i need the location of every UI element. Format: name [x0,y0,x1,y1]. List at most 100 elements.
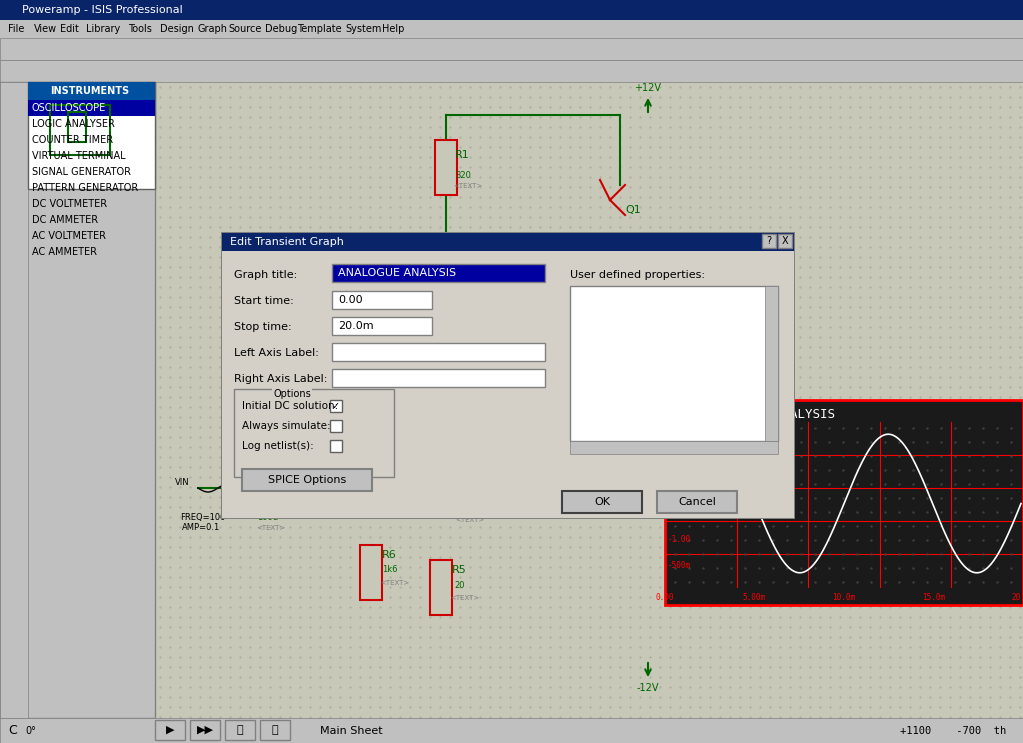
Text: 20.0m: 20.0m [1012,592,1023,602]
Bar [50,105,110,155]
Bar [155,720,185,740]
Text: 15.0m: 15.0m [922,592,945,602]
Text: ⏸: ⏸ [236,725,243,735]
Text: R6: R6 [382,550,397,560]
Text: ⏹: ⏹ [272,725,278,735]
Text: X: X [782,236,789,246]
Bar [330,420,342,432]
Bar [332,291,432,309]
Text: AC AMMETER: AC AMMETER [32,247,97,257]
Text: Graph title:: Graph title: [234,270,298,280]
Text: Library: Library [86,24,121,34]
Bar [570,441,779,454]
Bar [260,720,290,740]
Bar [155,82,1023,718]
Text: <TEXT>: <TEXT> [455,517,484,523]
Text: Main Sheet: Main Sheet [320,726,383,736]
Text: 0.00: 0.00 [338,295,362,305]
Bar [570,286,779,441]
Bar [430,560,452,615]
Bar [225,720,255,740]
Text: -1.00: -1.00 [668,536,692,545]
Text: -12V: -12V [636,683,659,693]
Text: Stop time:: Stop time: [234,322,292,332]
Bar [28,82,155,189]
Text: <TEXT>: <TEXT> [450,595,479,601]
Bar [435,140,457,195]
Text: 0.00: 0.00 [656,592,674,602]
Text: AMP=0.1: AMP=0.1 [182,523,220,532]
Bar [234,389,394,477]
Text: INSTRUMENTS: INSTRUMENTS [50,86,130,96]
Bar [665,400,1023,605]
Text: Poweramp - ISIS Professional: Poweramp - ISIS Professional [23,5,183,15]
Bar [657,491,737,513]
Bar [332,369,545,387]
Bar [242,469,372,491]
Text: Left Axis Label:: Left Axis Label: [234,348,319,358]
Text: Cancel: Cancel [678,497,716,507]
Text: 5.00m: 5.00m [743,592,766,602]
Text: SPICE Options: SPICE Options [268,475,346,485]
Text: VIN: VIN [175,478,189,487]
Text: User defined properties:: User defined properties: [570,270,705,280]
Text: Template: Template [297,24,342,34]
Text: R1: R1 [455,150,470,160]
Bar [0,60,1023,82]
Text: ?: ? [766,236,771,246]
Text: COUNTER TIMER: COUNTER TIMER [32,135,114,145]
Bar [765,286,779,441]
Bar [0,0,1023,20]
Text: Design: Design [160,24,194,34]
Text: 20.0m: 20.0m [338,321,373,331]
Text: Q1: Q1 [625,205,640,215]
Bar [68,112,86,142]
Bar [360,545,382,600]
Text: Initial DC solution:: Initial DC solution: [242,401,339,411]
Text: +1100    -700  th: +1100 -700 th [900,726,1007,736]
Text: GUE ANALYSIS: GUE ANALYSIS [746,407,836,421]
Text: File: File [8,24,25,34]
Bar [330,440,342,452]
Bar [562,491,642,513]
Text: -1.50: -1.50 [668,510,692,519]
Bar [332,264,545,282]
Text: SIGNAL GENERATOR: SIGNAL GENERATOR [32,167,131,177]
Text: LOGIC ANALYSER: LOGIC ANALYSER [32,119,115,129]
Bar [0,20,1023,38]
Text: Help: Help [382,24,404,34]
Text: ▶: ▶ [166,725,174,735]
Text: OK: OK [594,497,610,507]
Text: 0°: 0° [25,726,36,736]
Bar [0,82,28,718]
Text: ✓: ✓ [331,401,340,411]
Bar [28,82,155,100]
Text: DC VOLTMETER: DC VOLTMETER [32,199,107,209]
Text: ▶▶: ▶▶ [196,725,214,735]
Text: Debug: Debug [266,24,298,34]
Text: DC AMMETER: DC AMMETER [32,215,98,225]
Text: Start time:: Start time: [234,296,294,306]
Text: +12V: +12V [634,83,662,93]
Text: OSCILLOSCOPE: OSCILLOSCOPE [32,103,106,113]
Text: Graph: Graph [197,24,227,34]
Text: 320: 320 [455,170,471,180]
Bar [0,38,1023,60]
Text: Right Axis Label:: Right Axis Label: [234,374,327,384]
Text: <TEXT>: <TEXT> [256,525,285,531]
Text: VIRTUAL TERMINAL: VIRTUAL TERMINAL [32,151,126,161]
Bar [332,317,432,335]
Text: -500m: -500m [668,560,692,569]
Text: View: View [34,24,57,34]
Text: <TEXT>: <TEXT> [380,580,409,586]
Text: ANALOGUE ANALYSIS: ANALOGUE ANALYSIS [338,268,456,278]
Text: Edit: Edit [60,24,79,34]
Text: FREQ=100: FREQ=100 [180,513,225,522]
Bar [222,233,794,251]
Bar [779,234,792,248]
Text: <TEXT>: <TEXT> [453,183,482,189]
Text: 100u: 100u [257,513,278,522]
Bar [28,100,155,116]
Text: Tools: Tools [129,24,152,34]
Bar [0,82,155,718]
